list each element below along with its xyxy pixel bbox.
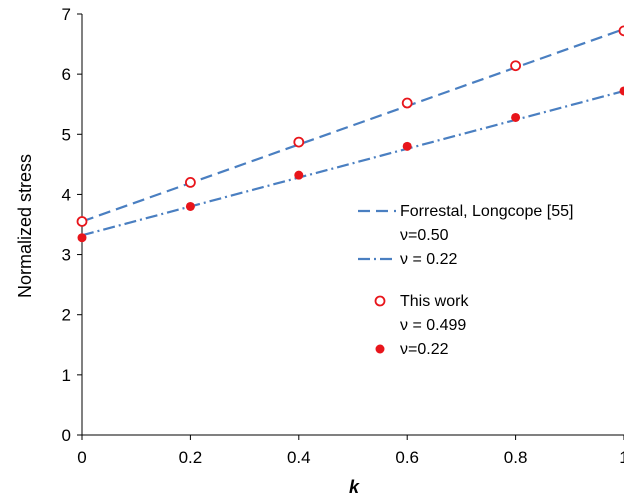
- series-line-1: [81, 89, 624, 237]
- x-tick-label: 1: [619, 448, 624, 467]
- data-point: [511, 112, 521, 122]
- legend-swatch-2: [374, 295, 386, 307]
- legend-label: ν = 0.22: [400, 251, 457, 268]
- data-point: [76, 216, 88, 227]
- x-tick-label: 0.6: [395, 448, 419, 467]
- y-tick-label: 6: [62, 65, 71, 84]
- y-tick-label: 4: [62, 185, 71, 204]
- legend-swatch-3: [375, 344, 385, 354]
- data-point: [402, 141, 412, 151]
- x-tick-label: 0.2: [179, 448, 203, 467]
- legend-label: ν=0.22: [400, 341, 449, 358]
- data-point: [294, 170, 304, 180]
- x-tick-label: 0.4: [287, 448, 311, 467]
- legend-label-line2: ν=0.50: [400, 227, 449, 244]
- x-axis-label: k: [349, 477, 360, 497]
- y-tick-label: 3: [62, 246, 71, 265]
- data-point: [619, 86, 624, 96]
- y-axis-label: Normalized stress: [15, 154, 35, 298]
- legend-label: This work: [400, 293, 469, 310]
- data-point: [510, 60, 521, 72]
- y-tick-label: 2: [62, 306, 71, 325]
- legend: Forrestal, Longcope [55] ν=0.50 ν = 0.22 Th…: [358, 203, 573, 358]
- x-tick-label: 0.8: [504, 448, 528, 467]
- legend-label: Forrestal, Longcope [55]: [400, 203, 573, 220]
- axes: [77, 13, 624, 440]
- data-point: [401, 97, 413, 109]
- y-tick-label: 0: [62, 426, 71, 445]
- y-tick-label: 7: [62, 5, 71, 24]
- series-layer: [76, 25, 624, 243]
- x-tick-label: 0: [77, 448, 86, 467]
- data-point: [185, 201, 195, 211]
- data-point: [293, 136, 305, 148]
- series-line-0: [81, 27, 624, 223]
- y-tick-label: 5: [62, 125, 71, 144]
- data-point: [618, 25, 624, 37]
- tick-labels: 0 1 2 3 4 5 6 7 0 0.2 0.4 0.6 0.8 1: [62, 5, 624, 467]
- legend-label-line2: ν = 0.499: [400, 317, 466, 334]
- y-tick-label: 1: [62, 366, 71, 385]
- data-point: [184, 176, 196, 188]
- data-point: [77, 233, 87, 243]
